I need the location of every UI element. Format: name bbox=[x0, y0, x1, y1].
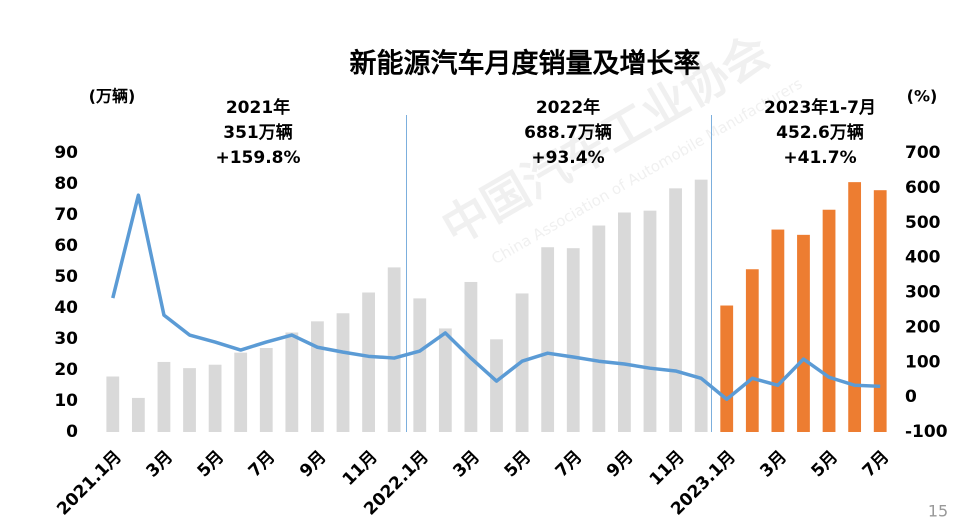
x-tick-label: 3月 bbox=[449, 447, 484, 482]
bar bbox=[234, 352, 248, 432]
y-tick-label: 10 bbox=[54, 391, 78, 411]
y-tick-label: 40 bbox=[54, 298, 78, 318]
y-tick-label: 80 bbox=[54, 174, 78, 194]
y-axis-unit: (万辆) bbox=[89, 87, 136, 106]
y-tick-label: 70 bbox=[54, 205, 78, 225]
bar bbox=[106, 376, 120, 432]
bar bbox=[643, 210, 657, 432]
bar bbox=[336, 313, 350, 432]
x-tick-label: 9月 bbox=[296, 447, 331, 482]
x-tick-label: 7月 bbox=[859, 447, 894, 482]
bar bbox=[797, 234, 810, 432]
x-tick-label: 5月 bbox=[194, 447, 229, 482]
x-tick-label: 11月 bbox=[339, 447, 382, 490]
y2-tick-label: 100 bbox=[905, 352, 941, 372]
bar bbox=[208, 364, 222, 432]
bar bbox=[311, 321, 324, 432]
y2-axis-unit: (%) bbox=[907, 87, 938, 106]
y2-tick-label: 300 bbox=[905, 283, 941, 303]
x-tick-label: 5月 bbox=[501, 447, 536, 482]
bar bbox=[157, 361, 171, 432]
annotation: 2023年1-7月 bbox=[764, 97, 876, 118]
bar bbox=[848, 182, 862, 432]
y2-tick-label: 500 bbox=[905, 213, 941, 233]
x-tick-label: 2021.1月 bbox=[53, 447, 126, 518]
x-tick-label: 3月 bbox=[756, 447, 791, 482]
bar bbox=[131, 397, 145, 432]
bar bbox=[259, 347, 273, 432]
x-tick-label: 9月 bbox=[603, 447, 638, 482]
y-tick-label: 30 bbox=[54, 329, 78, 349]
y-tick-label: 50 bbox=[54, 267, 78, 287]
annotation: +93.4% bbox=[531, 148, 604, 168]
line bbox=[111, 193, 881, 401]
bar bbox=[183, 368, 196, 432]
y2-tick-label: -100 bbox=[905, 422, 948, 442]
y2-tick-label: 400 bbox=[905, 248, 941, 268]
bar bbox=[285, 332, 299, 432]
x-tick-label: 7月 bbox=[245, 447, 280, 482]
page-number: 15 bbox=[928, 502, 948, 518]
bar bbox=[822, 209, 836, 432]
chart-title: 新能源汽车月度销量及增长率 bbox=[350, 48, 701, 80]
bar bbox=[745, 269, 759, 432]
y-tick-label: 90 bbox=[54, 143, 78, 163]
bar bbox=[387, 267, 401, 432]
bar bbox=[438, 328, 452, 432]
bar bbox=[541, 247, 555, 432]
bar bbox=[362, 292, 375, 432]
bar bbox=[669, 188, 682, 432]
y2-tick-label: 600 bbox=[905, 178, 941, 198]
y-tick-label: 0 bbox=[66, 422, 78, 442]
y-tick-label: 20 bbox=[54, 360, 78, 380]
annotation: 2021年 bbox=[226, 97, 290, 118]
y-tick-label: 60 bbox=[54, 236, 78, 256]
bar bbox=[566, 248, 580, 432]
annotation: +41.7% bbox=[783, 148, 856, 168]
y2-tick-label: 700 bbox=[905, 143, 941, 163]
x-tick-label: 5月 bbox=[808, 447, 843, 482]
y2-tick-label: 200 bbox=[905, 317, 941, 337]
bar bbox=[618, 212, 631, 432]
annotation: 2022年 bbox=[536, 97, 600, 118]
bar bbox=[771, 229, 785, 432]
annotation: 351万辆 bbox=[223, 122, 293, 143]
annotation: 688.7万辆 bbox=[524, 122, 612, 143]
annotation: 452.6万辆 bbox=[776, 122, 864, 143]
bar bbox=[592, 225, 606, 432]
bar bbox=[720, 305, 734, 432]
x-tick-label: 7月 bbox=[552, 447, 587, 482]
bar bbox=[413, 298, 427, 432]
bar bbox=[490, 339, 503, 432]
x-tick-label: 3月 bbox=[142, 447, 177, 482]
annotation: +159.8% bbox=[215, 148, 300, 168]
bar bbox=[873, 190, 887, 432]
bar bbox=[694, 179, 708, 432]
y2-tick-label: 0 bbox=[905, 387, 917, 407]
x-tick-label: 11月 bbox=[646, 447, 689, 490]
